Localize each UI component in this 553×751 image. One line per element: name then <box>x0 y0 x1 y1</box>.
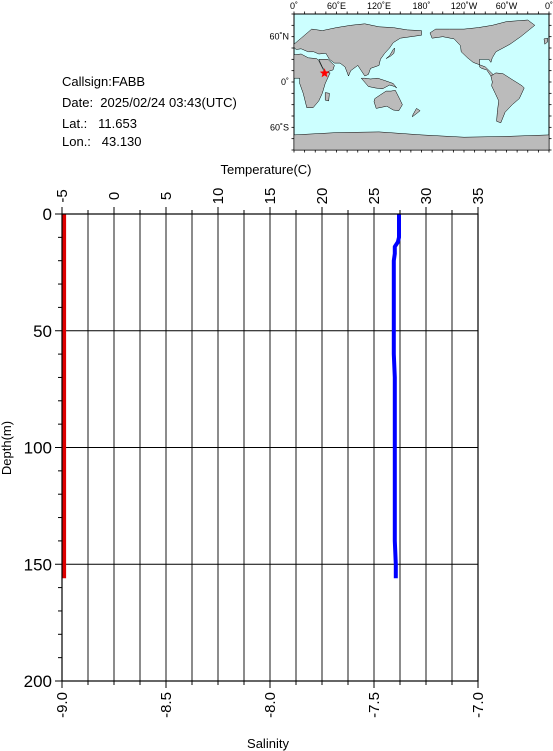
land-shape <box>411 108 421 118</box>
map-lon-label: 0˚ <box>290 1 298 11</box>
temperature-tick-label: 20 <box>314 188 331 205</box>
temperature-profile-line <box>391 214 401 579</box>
map-land <box>293 19 550 151</box>
chart-grid <box>61 213 479 682</box>
depth-axis: 0 50 100 150 200 <box>24 205 62 691</box>
callsign-text: Callsign:FABB <box>62 74 146 89</box>
temperature-tick-label: 35 <box>470 188 487 205</box>
land-shape <box>429 19 536 77</box>
depth-tick-label: 0 <box>43 205 52 224</box>
land-shape <box>324 92 330 102</box>
latitude-text: Lat.: 11.653 <box>62 116 137 131</box>
map-lon-label: 120˚E <box>367 1 391 11</box>
depth-axis-label: Depth(m) <box>0 421 14 475</box>
map-lat-label: 60˚S <box>270 122 289 132</box>
salinity-tick-label: -8.0 <box>262 692 279 718</box>
chart-series <box>62 214 401 579</box>
salinity-tick-label: -7.0 <box>470 692 487 718</box>
depth-tick-label: 50 <box>33 322 52 341</box>
temperature-axis: -5 0 5 10 15 20 25 30 35 <box>54 188 487 214</box>
station-marker <box>319 68 330 78</box>
salinity-tick-label: -9.0 <box>54 692 71 718</box>
temperature-tick-label: 10 <box>210 188 227 205</box>
plot-frame <box>61 213 479 682</box>
map-lon-label: 180˚ <box>412 1 430 11</box>
map-lon-label: 60˚E <box>327 1 346 11</box>
station-star <box>319 68 330 78</box>
temperature-tick-label: 25 <box>366 188 383 205</box>
salinity-tick-label: -8.5 <box>158 692 175 718</box>
temperature-tick-label: 5 <box>158 192 175 200</box>
land-shape <box>318 59 335 73</box>
temperature-tick-label: 30 <box>418 188 435 205</box>
depth-tick-label: 200 <box>24 672 52 691</box>
land-shape <box>293 53 331 108</box>
map-ticks <box>291 11 552 153</box>
salinity-axis-label: Salinity <box>247 736 289 751</box>
temperature-tick-label: 15 <box>262 188 279 205</box>
map-lon-label: 120˚W <box>451 1 478 11</box>
land-shape <box>373 90 403 111</box>
map-lon-label: 60˚W <box>496 1 518 11</box>
temperature-tick-label: -5 <box>54 189 71 202</box>
land-shape <box>293 23 422 77</box>
world-map: 0˚ 60˚E 120˚E 180˚ 120˚W 60˚W 0˚ 60˚N 0˚ 60˚S <box>269 1 553 153</box>
land-shape <box>543 37 548 45</box>
temperature-axis-label: Temperature(C) <box>220 162 311 177</box>
depth-tick-label: 150 <box>24 555 52 574</box>
land-shape <box>360 77 397 90</box>
land-shape <box>490 72 525 124</box>
map-lat-label: 60˚N <box>269 32 289 42</box>
map-lon-label: 0˚ <box>545 1 553 11</box>
date-text: Date: 2025/02/24 03:43(UTC) <box>62 95 237 110</box>
map-labels: 0˚ 60˚E 120˚E 180˚ 120˚W 60˚W 0˚ 60˚N 0˚ 60˚S <box>269 1 553 132</box>
salinity-tick-label: -7.5 <box>366 692 383 718</box>
temperature-tick-label: 0 <box>106 192 123 200</box>
salinity-axis: -9.0 -8.5 -8.0 -7.5 -7.0 <box>54 681 487 718</box>
depth-tick-label: 100 <box>24 439 52 458</box>
longitude-text: Lon.: 43.130 <box>62 134 142 149</box>
map-lat-label: 0˚ <box>281 77 289 87</box>
land-shape <box>385 47 395 59</box>
